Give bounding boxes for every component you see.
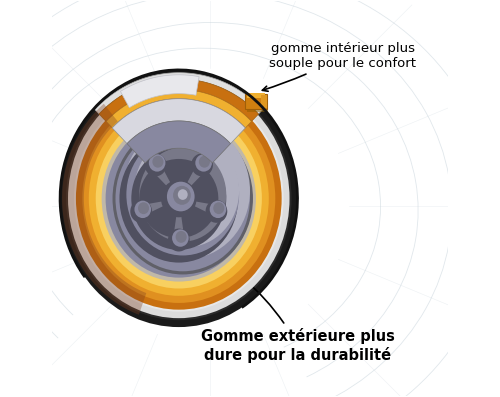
Ellipse shape	[132, 147, 226, 250]
Ellipse shape	[130, 200, 152, 223]
Ellipse shape	[106, 119, 252, 278]
Ellipse shape	[126, 134, 239, 255]
FancyBboxPatch shape	[246, 96, 268, 112]
Ellipse shape	[210, 200, 226, 218]
Polygon shape	[127, 121, 230, 163]
FancyBboxPatch shape	[262, 95, 267, 108]
Polygon shape	[95, 73, 262, 114]
Wedge shape	[139, 170, 179, 205]
Text: Gomme extérieure plus
dure pour la durabilité: Gomme extérieure plus dure pour la durab…	[200, 279, 394, 363]
Ellipse shape	[152, 156, 164, 168]
Ellipse shape	[161, 180, 196, 217]
Ellipse shape	[66, 77, 292, 320]
Ellipse shape	[176, 231, 186, 243]
Ellipse shape	[74, 85, 284, 312]
Ellipse shape	[206, 200, 228, 223]
Wedge shape	[160, 159, 198, 198]
Ellipse shape	[168, 229, 190, 252]
Ellipse shape	[138, 202, 149, 214]
Ellipse shape	[191, 153, 213, 176]
Ellipse shape	[134, 134, 239, 247]
Ellipse shape	[112, 123, 253, 274]
Ellipse shape	[82, 94, 276, 303]
Ellipse shape	[144, 153, 167, 176]
Ellipse shape	[89, 101, 269, 296]
Polygon shape	[112, 99, 246, 144]
Ellipse shape	[149, 154, 166, 172]
Ellipse shape	[76, 87, 282, 310]
Ellipse shape	[120, 135, 238, 262]
Ellipse shape	[167, 182, 194, 211]
FancyBboxPatch shape	[245, 94, 267, 110]
Wedge shape	[143, 198, 179, 238]
Text: gomme intérieur plus
souple pour le confort: gomme intérieur plus souple pour le conf…	[262, 42, 416, 91]
Ellipse shape	[139, 147, 226, 242]
Polygon shape	[120, 75, 199, 108]
Polygon shape	[62, 104, 146, 315]
Polygon shape	[106, 89, 252, 128]
Ellipse shape	[178, 189, 188, 200]
Ellipse shape	[196, 154, 212, 172]
Ellipse shape	[68, 79, 290, 318]
Ellipse shape	[199, 156, 210, 168]
Wedge shape	[179, 198, 214, 238]
Ellipse shape	[213, 202, 224, 214]
Ellipse shape	[134, 200, 151, 218]
Ellipse shape	[102, 116, 256, 281]
Ellipse shape	[173, 186, 191, 205]
Wedge shape	[179, 170, 218, 205]
FancyBboxPatch shape	[246, 93, 265, 98]
Ellipse shape	[60, 70, 298, 327]
Ellipse shape	[116, 126, 250, 271]
Ellipse shape	[96, 108, 262, 289]
Ellipse shape	[172, 229, 188, 247]
Ellipse shape	[124, 122, 250, 259]
Polygon shape	[99, 79, 258, 121]
